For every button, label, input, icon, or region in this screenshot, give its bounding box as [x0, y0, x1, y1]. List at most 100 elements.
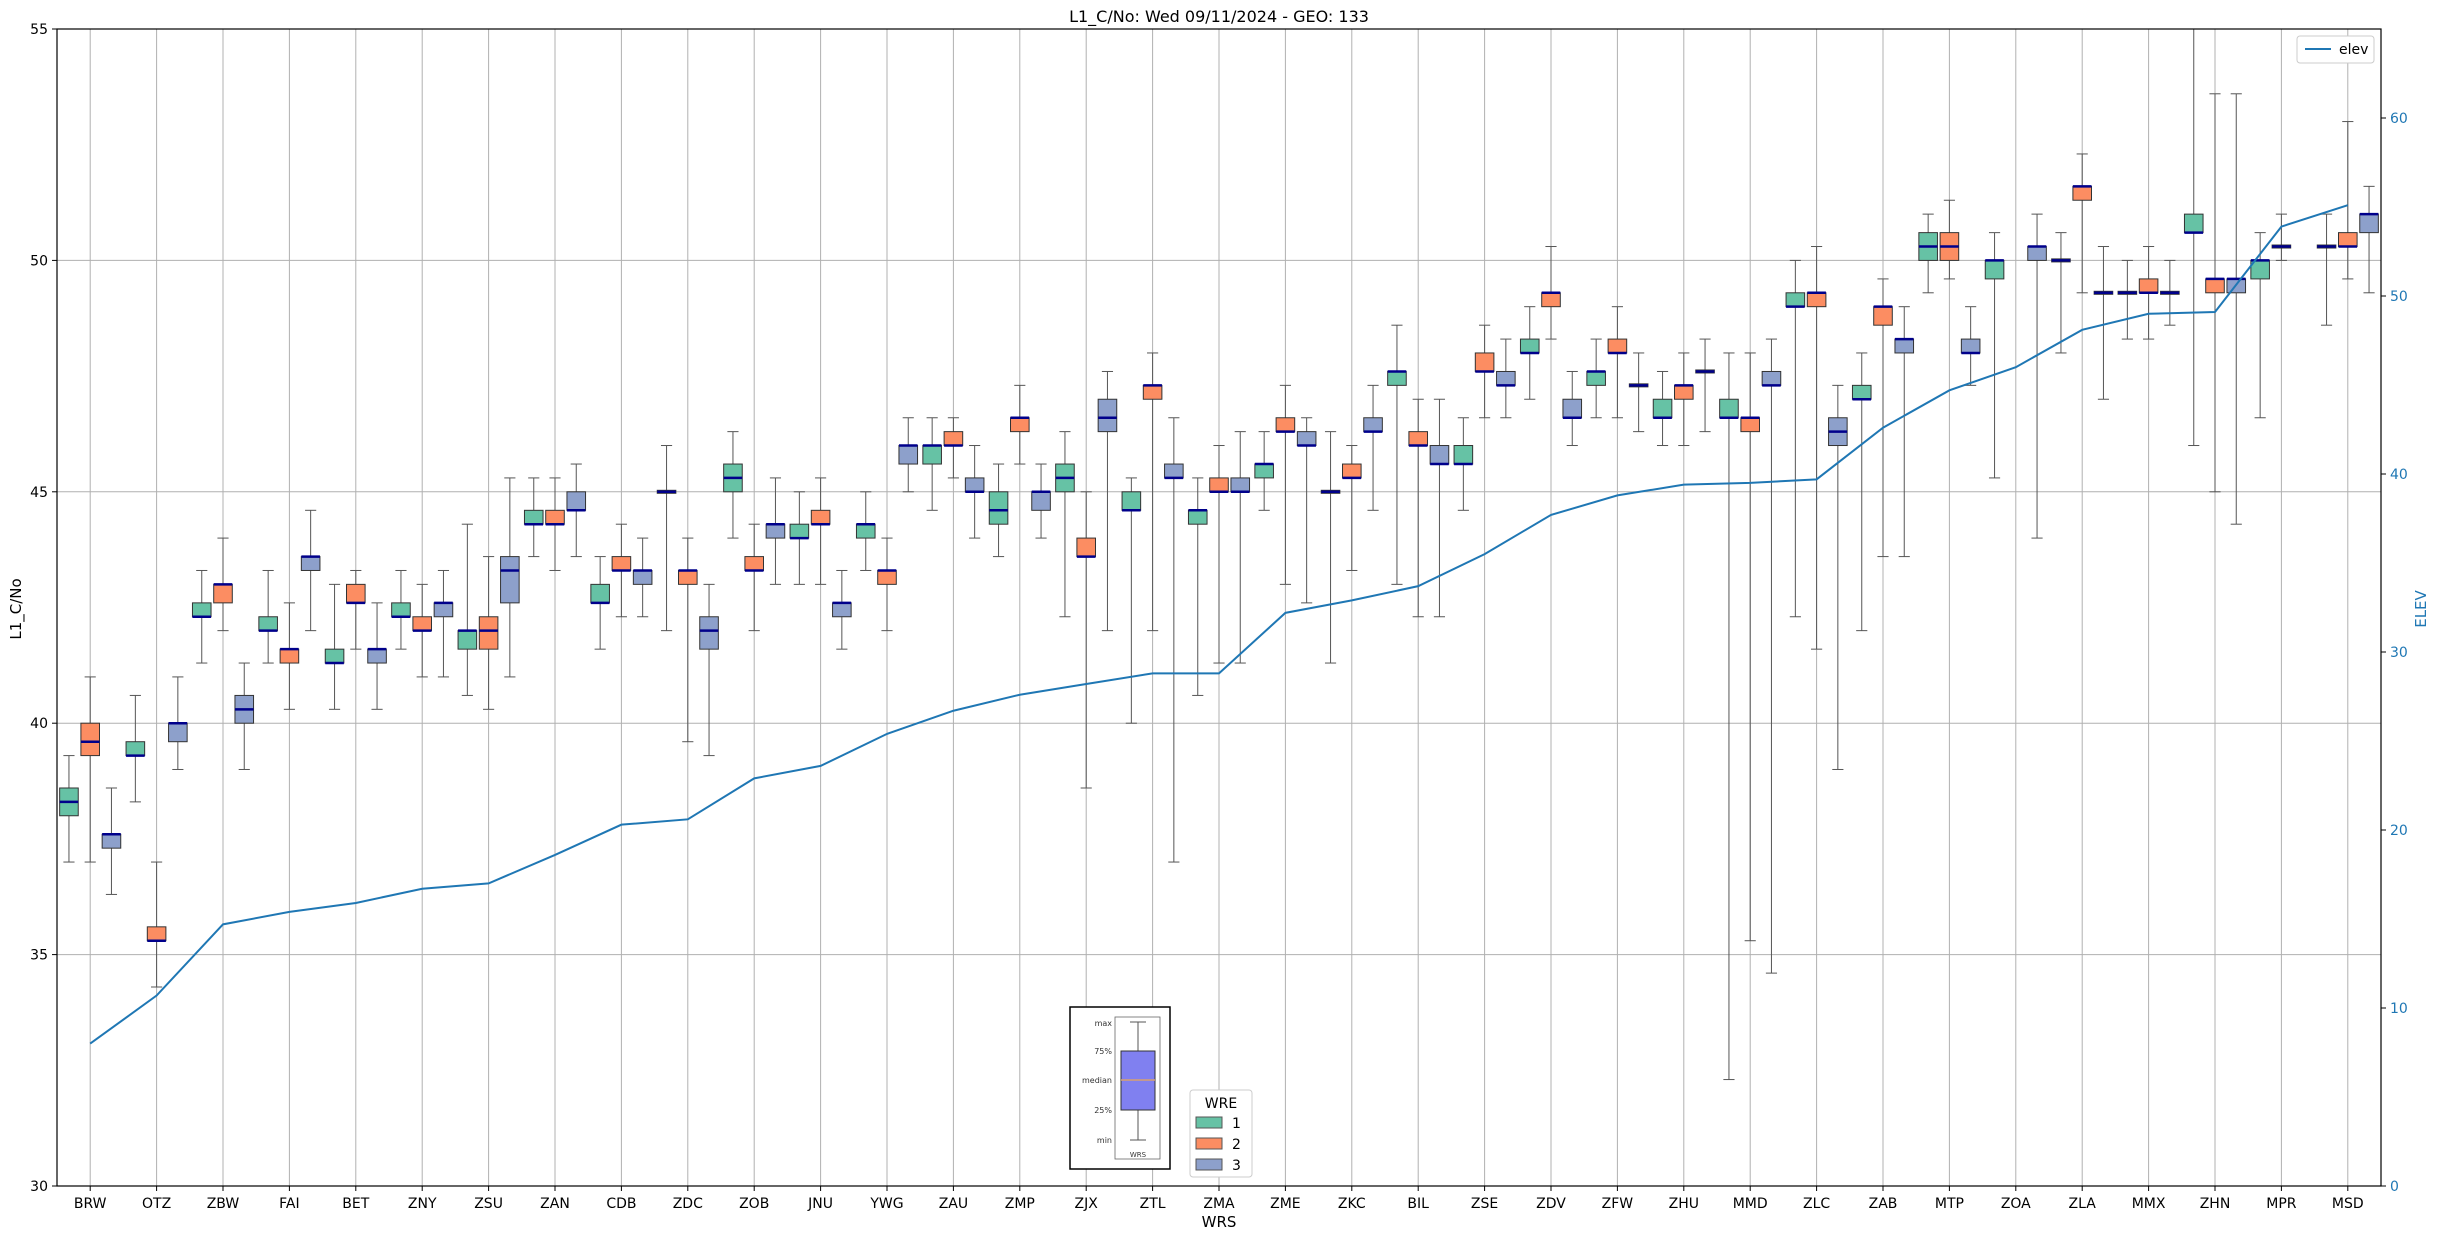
elev-line	[89, 204, 2349, 1045]
box-series-2	[2072, 185, 2092, 201]
box-series-3	[1761, 370, 1782, 386]
box-series-2	[2138, 278, 2159, 294]
y-tick-label: 35	[30, 948, 48, 964]
box-series-1	[1984, 259, 2005, 280]
box-series-3	[964, 477, 985, 493]
y2-tick-label: 60	[2390, 111, 2408, 127]
box-series-2	[1209, 477, 1229, 493]
box-series-1	[2183, 213, 2204, 234]
inset-key-axes	[1114, 1016, 1161, 1160]
y2-tick-label: 30	[2390, 645, 2408, 661]
box-series-2	[1142, 384, 1163, 400]
x-tick-label: OTZ	[142, 1196, 171, 1212]
box-series-1	[191, 602, 212, 618]
box-series-2	[1873, 306, 1893, 326]
y2-tick-label: 20	[2390, 823, 2408, 839]
box-series-1	[324, 648, 345, 664]
box-series-3	[1097, 398, 1118, 433]
series-legend-title: WRE	[1205, 1096, 1237, 1112]
box-series-3	[168, 722, 188, 743]
box-series-1	[1719, 398, 1739, 419]
box-series-1	[1121, 491, 1142, 511]
elev-legend-label: elev	[2339, 42, 2368, 58]
y-axis-label: L1_C/No	[7, 578, 26, 639]
y2-tick-label: 0	[2390, 1179, 2399, 1195]
box-series-1	[391, 602, 411, 618]
box-series-1	[988, 491, 1009, 525]
box-series-1	[1254, 463, 1274, 479]
x-tick-label: MMD	[1733, 1196, 1768, 1212]
box-series-2	[412, 616, 432, 632]
y-tick-label: 40	[30, 716, 48, 732]
box-series-3	[699, 616, 719, 650]
box-series-3	[2359, 213, 2379, 234]
y-tick-label: 30	[30, 1179, 48, 1195]
box-series-2	[2205, 278, 2225, 294]
x-tick-label: ZHN	[2200, 1196, 2231, 1212]
box-series-3	[1296, 431, 1317, 447]
x-tick-label: ZMP	[1005, 1196, 1035, 1212]
x-tick-label: ZAU	[939, 1196, 968, 1212]
x-tick-label: ZSU	[474, 1196, 503, 1212]
x-tick-label: ZDV	[1536, 1196, 1566, 1212]
box-series-1	[789, 523, 810, 539]
box-series-1	[1187, 509, 1208, 525]
box-series-3	[1230, 477, 1251, 493]
box-series-3	[1960, 338, 1981, 354]
y-tick-label: 55	[30, 22, 48, 38]
box-series-3	[765, 523, 786, 539]
box-series-2	[1342, 463, 1362, 479]
x-tick-label: ZBW	[207, 1196, 240, 1212]
box-series-1	[1519, 338, 1540, 354]
x-tick-label: BIL	[1407, 1196, 1429, 1212]
box-series-2	[678, 569, 698, 585]
x-tick-label: YWG	[869, 1196, 903, 1212]
box-series-2	[1541, 292, 1561, 308]
box-series-2	[80, 722, 100, 757]
box-series-3	[367, 648, 387, 664]
box-series-2	[346, 583, 366, 604]
box-series-3	[500, 556, 520, 604]
x-tick-label: FAI	[279, 1196, 299, 1212]
inset-key-label: min	[1097, 1136, 1112, 1145]
box-series-2	[146, 926, 167, 942]
box-series-3	[433, 602, 454, 618]
box-series-2	[943, 431, 964, 447]
box-series-3	[898, 445, 919, 465]
x-tick-label: MTP	[1935, 1196, 1964, 1212]
box-series-2	[545, 509, 565, 525]
x-tick-label: ZNY	[408, 1196, 437, 1212]
x-tick-label: ZTL	[1140, 1196, 1166, 1212]
box-series-2	[1010, 417, 1030, 433]
box-series-1	[922, 445, 942, 465]
series-legend-label: 2	[1232, 1137, 1241, 1153]
box-series-1	[125, 741, 146, 757]
series-legend-label: 3	[1232, 1158, 1241, 1174]
x-tick-label: ZHU	[1669, 1196, 1699, 1212]
box-series-2	[1076, 537, 1096, 558]
chart-title: L1_C/No: Wed 09/11/2024 - GEO: 133	[1069, 7, 1369, 27]
box-series-2	[1607, 338, 1628, 354]
box-series-3	[300, 556, 321, 571]
y-tick-label: 50	[30, 253, 48, 269]
box-series-1	[855, 523, 876, 539]
y-tick-label: 45	[30, 485, 48, 501]
inset-key-xlabel: WRS	[1130, 1151, 1147, 1159]
inset-key-label: 25%	[1094, 1106, 1112, 1115]
x-tick-label: MMX	[2132, 1196, 2166, 1212]
x-tick-label: CDB	[606, 1196, 636, 1212]
box-series-3	[1894, 338, 1915, 354]
box-series-1	[590, 583, 610, 604]
box-series-1	[1785, 292, 1806, 308]
box-series-1	[1586, 370, 1606, 386]
box-series-3	[1496, 370, 1516, 386]
inset-key-label: median	[1082, 1076, 1112, 1085]
box-series-2	[1474, 352, 1495, 372]
x-tick-label: ZFW	[1602, 1196, 1634, 1212]
box-series-3	[1031, 491, 1051, 511]
x-tick-label: ZOB	[739, 1196, 769, 1212]
x-tick-label: JNU	[807, 1196, 833, 1212]
x-tick-label: ZSE	[1471, 1196, 1498, 1212]
series-legend-swatch	[1195, 1158, 1223, 1171]
